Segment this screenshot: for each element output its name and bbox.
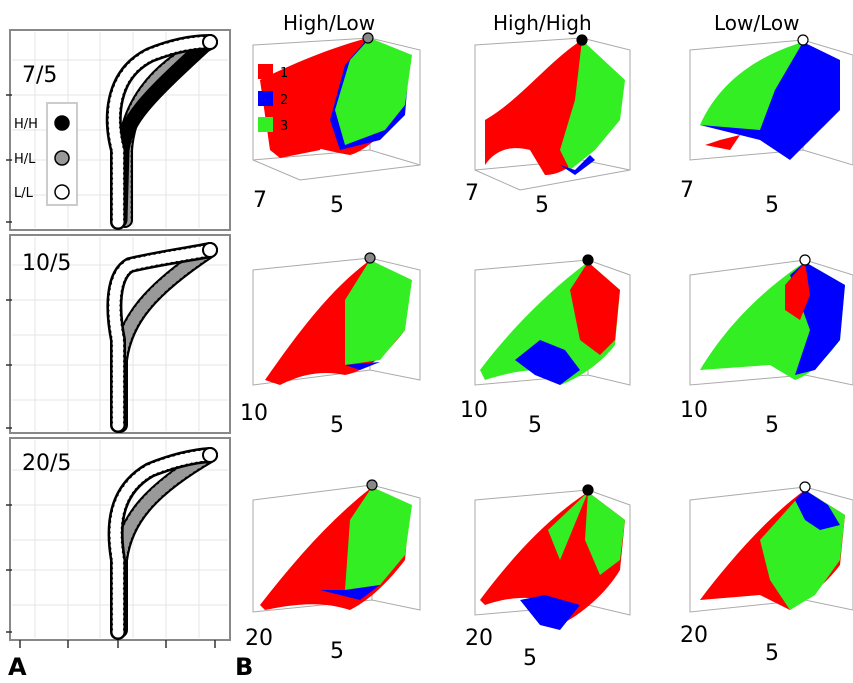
legend-label-ll: L/L: [14, 186, 34, 201]
surface-plot-r3-c3: 20 5: [680, 481, 853, 666]
end-marker: [202, 447, 218, 463]
end-marker: [202, 242, 218, 258]
subplot-title: 7/5: [22, 63, 57, 88]
legend-label-hl: H/L: [14, 152, 36, 167]
axis-label: 5: [535, 193, 549, 218]
panel-b: High/Low High/High Low/Low 1 2 3: [235, 11, 853, 681]
surface-plot-r3-c2: 20 5: [465, 484, 631, 671]
legend-label-3: 3: [280, 119, 288, 134]
legend-label-hh: H/H: [14, 117, 38, 132]
axis-label: 7: [253, 188, 267, 213]
legend-label-2: 2: [280, 93, 288, 108]
axis-label: 20: [465, 626, 493, 651]
surface-plot-r2-c3: 10 5: [680, 254, 853, 438]
axis-label: 5: [528, 413, 542, 438]
axis-label: 20: [680, 623, 708, 648]
axis-label: 7: [680, 178, 694, 203]
axis-label: 10: [680, 398, 708, 423]
trajectory-white: [107, 447, 218, 640]
panel-a-axis-ticks: [6, 94, 216, 648]
surface-plot-r2-c1: 10 5: [240, 252, 421, 438]
surface-plot-r1-c2: 7 5: [465, 34, 631, 218]
legend-marker-hl: [54, 150, 70, 166]
axis-label: 5: [765, 413, 779, 438]
panel-b-letter: B: [235, 653, 253, 681]
axis-label: 5: [523, 646, 537, 671]
column-title-high-low: High/Low: [283, 11, 375, 35]
legend-marker-hh: [54, 115, 70, 131]
end-marker: [202, 34, 218, 50]
surface-plot-r2-c2: 10 5: [460, 254, 631, 438]
panel-a-letter: A: [8, 653, 27, 681]
panel-a: 7/5 H/H H/L L/L: [6, 29, 231, 681]
axis-label: 10: [460, 398, 488, 423]
axis-label: 5: [765, 641, 779, 666]
surface-plot-r3-c1: 20 5: [245, 479, 421, 664]
panel-a-subplot-3: 20/5: [9, 437, 231, 641]
column-title-high-high: High/High: [493, 11, 592, 35]
subplot-title: 20/5: [22, 451, 71, 476]
grid: [12, 440, 228, 638]
axis-label: 5: [330, 193, 344, 218]
axis-label: 5: [330, 413, 344, 438]
panel-a-legend: H/H H/L L/L: [14, 102, 78, 206]
axis-label: 5: [330, 639, 344, 664]
trajectory-white: [106, 242, 218, 433]
axis-label: 5: [765, 193, 779, 218]
axis-label: 20: [245, 626, 273, 651]
panel-b-legend: 1 2 3: [258, 64, 288, 134]
panel-a-subplot-1: 7/5 H/H H/L L/L: [9, 29, 231, 231]
surface-plot-r1-c3: 7 5: [680, 34, 853, 218]
subplot-title: 10/5: [22, 251, 71, 276]
panel-a-subplot-2: 10/5: [9, 234, 231, 434]
trajectory-white: [105, 34, 218, 230]
column-title-low-low: Low/Low: [714, 11, 800, 35]
legend-marker-ll: [54, 184, 70, 200]
axis-label: 7: [465, 181, 479, 206]
surface-plot-r1-c1: 1 2 3 7 5: [252, 32, 421, 218]
axis-label: 10: [240, 401, 268, 426]
legend-label-1: 1: [280, 66, 288, 81]
